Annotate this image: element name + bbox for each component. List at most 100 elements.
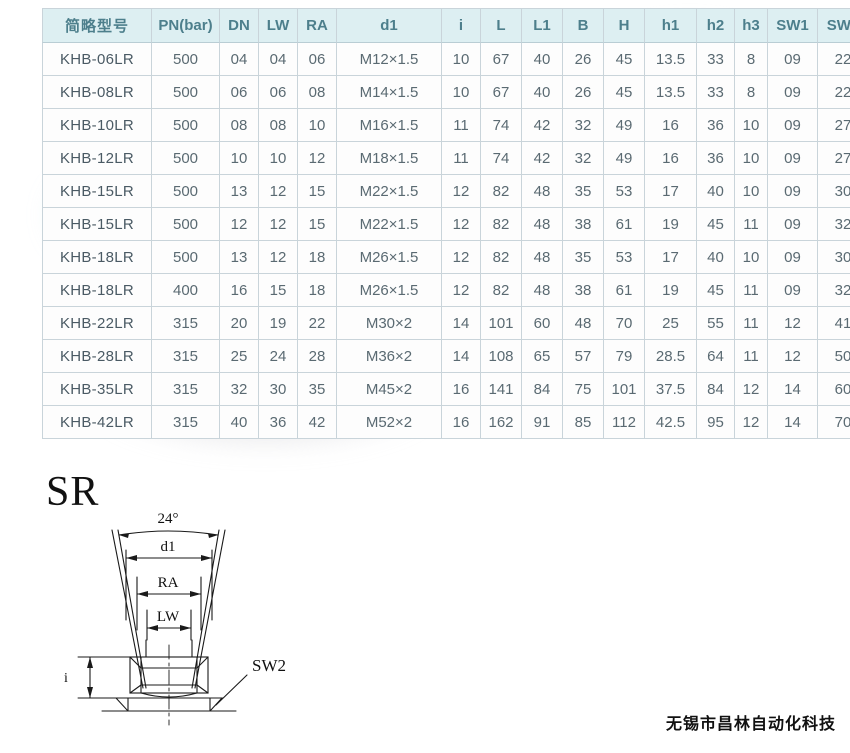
cell-model: KHB-15LR — [42, 208, 152, 241]
company-name: 无锡市昌林自动化科技 — [665, 714, 836, 733]
cell-sw1: 14 — [768, 373, 818, 406]
cell-h: 112 — [604, 406, 645, 439]
cell-ra: 35 — [298, 373, 337, 406]
column-header-d1: d1 — [337, 8, 442, 43]
cell-d1: M14×1.5 — [337, 76, 442, 109]
cell-lw: 12 — [259, 241, 298, 274]
cell-l1: 42 — [522, 142, 563, 175]
cell-model: KHB-18LR — [42, 241, 152, 274]
cell-lw: 15 — [259, 274, 298, 307]
cell-h: 70 — [604, 307, 645, 340]
cell-h: 53 — [604, 241, 645, 274]
cell-d1: M52×2 — [337, 406, 442, 439]
cell-d1: M16×1.5 — [337, 109, 442, 142]
table-row: KHB-18LR 400 16 15 18 M26×1.5 12 82 48 38 61 19 45 11… — [42, 274, 850, 307]
cell-sw1: 09 — [768, 274, 818, 307]
cell-b: 48 — [563, 307, 604, 340]
cell-l1: 84 — [522, 373, 563, 406]
cell-l: 101 — [481, 307, 522, 340]
cell-i: 14 — [442, 307, 481, 340]
cell-lw: 04 — [259, 43, 298, 76]
ra-arrow-left — [137, 591, 148, 597]
cell-d1: M45×2 — [337, 373, 442, 406]
cell-h2: 33 — [697, 76, 735, 109]
column-header-dn: DN — [220, 8, 259, 43]
cell-model: KHB-28LR — [42, 340, 152, 373]
cell-pn: 315 — [152, 340, 220, 373]
cell-b: 35 — [563, 241, 604, 274]
cell-b: 32 — [563, 142, 604, 175]
cell-sw2: 22 — [818, 43, 850, 76]
table-row: KHB-28LR 315 25 24 28 M36×2 14 108 65 57 79 28.5 64 1… — [42, 340, 850, 373]
label-angle: 24° — [158, 511, 179, 527]
cell-l: 67 — [481, 43, 522, 76]
cell-l1: 60 — [522, 307, 563, 340]
cell-l: 141 — [481, 373, 522, 406]
collar-chamfer-tr — [196, 656, 209, 669]
cell-pn: 500 — [152, 109, 220, 142]
cell-dn: 40 — [220, 406, 259, 439]
cell-pn: 315 — [152, 406, 220, 439]
cell-h3: 11 — [735, 340, 768, 373]
cell-h1: 17 — [645, 241, 697, 274]
cell-h2: 64 — [697, 340, 735, 373]
cell-l1: 40 — [522, 76, 563, 109]
angle-arc — [118, 530, 219, 536]
cell-l: 74 — [481, 109, 522, 142]
cell-d1: M30×2 — [337, 307, 442, 340]
cell-b: 32 — [563, 109, 604, 142]
cell-lw: 10 — [259, 142, 298, 175]
column-header-b: B — [563, 8, 604, 43]
cell-ra: 06 — [298, 43, 337, 76]
cell-lw: 06 — [259, 76, 298, 109]
cell-h1: 42.5 — [645, 406, 697, 439]
cell-b: 38 — [563, 208, 604, 241]
cell-sw1: 09 — [768, 175, 818, 208]
cell-sw2: 60 — [818, 373, 850, 406]
cell-l: 162 — [481, 406, 522, 439]
cell-dn: 04 — [220, 43, 259, 76]
cell-lw: 08 — [259, 109, 298, 142]
cell-h2: 95 — [697, 406, 735, 439]
cell-sw2: 27 — [818, 142, 850, 175]
cell-sw1: 09 — [768, 208, 818, 241]
cell-h3: 12 — [735, 373, 768, 406]
cell-sw2: 22 — [818, 76, 850, 109]
cell-l1: 48 — [522, 274, 563, 307]
cell-h1: 25 — [645, 307, 697, 340]
cell-h1: 19 — [645, 208, 697, 241]
cell-i: 10 — [442, 76, 481, 109]
cell-i: 16 — [442, 373, 481, 406]
cell-d1: M26×1.5 — [337, 274, 442, 307]
angle-arrow-left — [119, 533, 129, 538]
cell-ra: 22 — [298, 307, 337, 340]
cell-dn: 32 — [220, 373, 259, 406]
cell-h2: 36 — [697, 109, 735, 142]
angle-arrow-right — [208, 533, 218, 538]
cell-ra: 42 — [298, 406, 337, 439]
cell-pn: 315 — [152, 373, 220, 406]
column-header-h2: h2 — [697, 8, 735, 43]
cell-dn: 13 — [220, 175, 259, 208]
cell-ra: 18 — [298, 274, 337, 307]
cell-i: 12 — [442, 241, 481, 274]
cell-h: 45 — [604, 43, 645, 76]
cell-h: 53 — [604, 175, 645, 208]
cell-h2: 55 — [697, 307, 735, 340]
cell-l: 108 — [481, 340, 522, 373]
cell-dn: 10 — [220, 142, 259, 175]
cell-pn: 500 — [152, 142, 220, 175]
specification-table-container: 简略型号 PN(bar) DN LW RA d1 i L L1 B H h1 h… — [42, 8, 850, 439]
table-body: KHB-06LR 500 04 04 06 M12×1.5 10 67 40 26 45 13.5 33… — [42, 43, 850, 439]
table-row: KHB-06LR 500 04 04 06 M12×1.5 10 67 40 26 45 13.5 33… — [42, 43, 850, 76]
cell-l1: 48 — [522, 208, 563, 241]
cell-l1: 65 — [522, 340, 563, 373]
cone-left-outer — [111, 529, 144, 689]
label-lw: LW — [157, 609, 180, 625]
cell-ra: 12 — [298, 142, 337, 175]
cell-i: 11 — [442, 109, 481, 142]
cell-i: 16 — [442, 406, 481, 439]
label-ra: RA — [158, 575, 179, 591]
sw2-leader — [215, 674, 248, 706]
cell-l: 67 — [481, 76, 522, 109]
